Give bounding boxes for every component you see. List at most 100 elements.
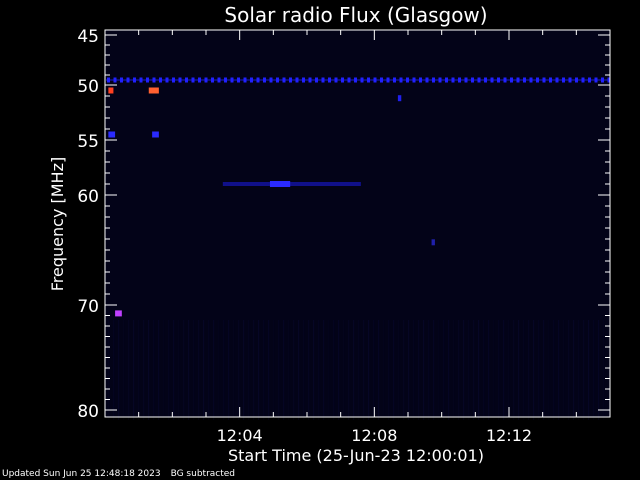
noise-stripe (358, 320, 360, 420)
interference-segment (308, 77, 312, 83)
bg-subtracted-note: BG subtracted (170, 469, 236, 479)
interference-segment (399, 77, 403, 83)
heatmap-layer (106, 77, 611, 420)
noise-stripe (468, 320, 470, 420)
interference-segment (178, 77, 182, 83)
noise-stripe (443, 320, 445, 420)
burst-6 (222, 182, 361, 186)
burst-3 (148, 87, 159, 94)
interference-segment (386, 77, 390, 83)
interference-segment (562, 77, 565, 83)
noise-stripe (163, 320, 165, 420)
interference-segment (230, 77, 234, 83)
footer-status: Updated Sun Jun 25 12:48:18 2023 BG subtr… (2, 469, 245, 480)
noise-stripe (298, 320, 300, 420)
interference-base (106, 79, 609, 81)
noise-stripe (323, 320, 325, 420)
interference-segment (575, 77, 578, 83)
interference-segment (198, 77, 201, 83)
interference-segment (256, 77, 260, 83)
interference-segment (139, 77, 143, 83)
noise-stripe (153, 320, 155, 420)
interference-segment (152, 77, 156, 83)
interference-segment (542, 77, 546, 83)
noise-stripe (138, 320, 140, 420)
interference-segment (276, 77, 279, 83)
interference-segment (133, 77, 136, 83)
noise-stripe (563, 320, 565, 420)
y-tick-label: 80 (77, 402, 99, 422)
noise-stripe (568, 320, 570, 420)
noise-stripe (143, 320, 145, 420)
interference-segment (315, 77, 318, 83)
burst-4 (108, 131, 116, 138)
interference-segment (224, 77, 227, 83)
noise-stripe (473, 320, 475, 420)
interference-segment (289, 77, 292, 83)
noise-stripe (418, 320, 420, 420)
noise-stripe (213, 320, 215, 420)
noise-stripe (378, 320, 380, 420)
interference-segment (568, 77, 572, 83)
noise-stripe (263, 320, 265, 420)
x-axis: 12:04 12:08 12:12 (138, 30, 577, 445)
interference-segment (217, 77, 221, 83)
noise-stripe (208, 320, 210, 420)
noise-stripe (223, 320, 225, 420)
noise-stripe (398, 320, 400, 420)
noise-stripe (493, 320, 495, 420)
interference-segment (451, 77, 455, 83)
interference-segment (510, 77, 513, 83)
interference-segment (191, 77, 195, 83)
noise-stripe (133, 320, 135, 420)
interference-segment (237, 77, 240, 83)
burst-5 (152, 131, 159, 138)
burst-2 (108, 87, 114, 94)
noise-stripe (523, 320, 525, 420)
noise-stripe (548, 320, 550, 420)
interference-segment (341, 77, 344, 83)
noise-stripe (203, 320, 205, 420)
interference-segment (263, 77, 266, 83)
interference-segment (503, 77, 507, 83)
interference-segment (367, 77, 370, 83)
noise-stripe (583, 320, 585, 420)
noise-stripe (603, 320, 605, 420)
noise-stripe (283, 320, 285, 420)
interference-segment (347, 77, 351, 83)
noise-stripe (503, 320, 505, 420)
noise-stripe (498, 320, 500, 420)
noise-stripe (328, 320, 330, 420)
interference-segment (445, 77, 448, 83)
noise-stripe (373, 320, 375, 420)
noise-stripe (413, 320, 415, 420)
noise-stripe (253, 320, 255, 420)
y-tick-label: 60 (77, 187, 99, 207)
interference-segment (360, 77, 364, 83)
noise-stripe (243, 320, 245, 420)
interference-segment (458, 77, 461, 83)
interference-segment (354, 77, 357, 83)
interference-segment (334, 77, 338, 83)
noise-stripe (423, 320, 425, 420)
x-axis-label: Start Time (25-Jun-23 12:00:01) (228, 446, 484, 465)
noise-stripe (593, 320, 595, 420)
noise-stripe (433, 320, 435, 420)
interference-segment (302, 77, 305, 83)
interference-segment (607, 77, 611, 83)
x-tick-label: 12:08 (351, 426, 397, 445)
interference-segment (159, 77, 162, 83)
interference-segment (516, 77, 520, 83)
noise-stripe (193, 320, 195, 420)
noise-stripe (403, 320, 405, 420)
noise-stripe (333, 320, 335, 420)
noise-stripe (173, 320, 175, 420)
noise-stripe (513, 320, 515, 420)
noise-stripe (553, 320, 555, 420)
noise-stripe (118, 320, 120, 420)
noise-stripe (598, 320, 600, 420)
noise-stripe (578, 320, 580, 420)
y-tick-label: 45 (77, 27, 99, 47)
interference-segment (204, 77, 208, 83)
interference-segment (295, 77, 299, 83)
